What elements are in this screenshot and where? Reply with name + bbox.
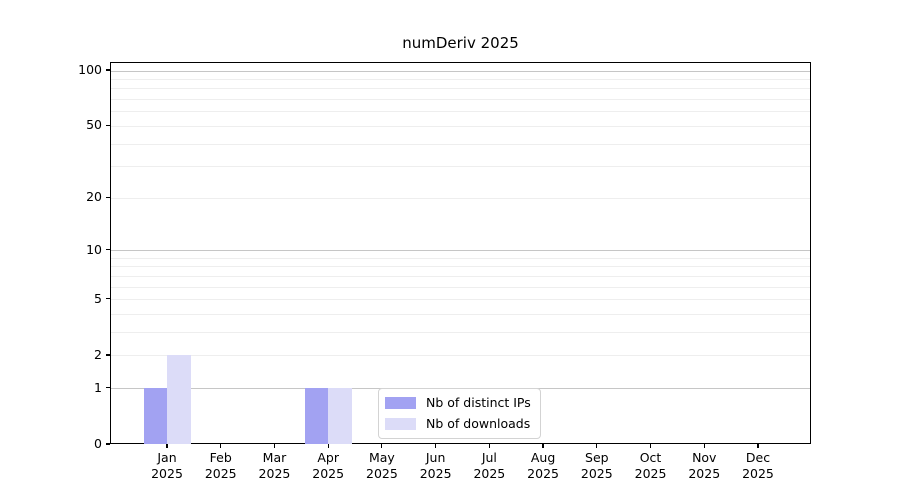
x-tick-mark	[273, 444, 276, 448]
gridline-major	[111, 70, 810, 72]
x-tick-mark	[220, 444, 222, 448]
gridline-minor	[111, 111, 810, 113]
x-tick-label: Mar	[262, 450, 287, 465]
x-tick-label: Dec	[745, 450, 771, 465]
x-tick-mark	[649, 444, 652, 448]
gridline-minor	[111, 78, 810, 80]
x-tick-mark	[542, 444, 544, 448]
y-tick-mark	[106, 443, 110, 445]
gridline-minor	[111, 299, 810, 301]
gridline-minor	[111, 125, 810, 127]
gridline-minor	[111, 355, 810, 357]
bar-downloads	[167, 354, 191, 444]
x-tick-mark	[703, 444, 705, 448]
x-tick-year-label: 2025	[634, 466, 667, 481]
gridline-minor	[111, 266, 810, 268]
y-tick-mark	[106, 196, 110, 198]
x-tick-label: Nov	[692, 450, 717, 465]
gridline-minor	[111, 275, 810, 277]
gridline-minor	[111, 88, 810, 90]
x-tick-year-label: 2025	[151, 466, 183, 481]
y-tick-label: 50	[86, 117, 102, 133]
bar-distinct-ips	[143, 387, 167, 444]
legend-swatch-downloads	[385, 417, 416, 430]
x-tick-mark	[596, 444, 598, 448]
x-tick-year-label: 2025	[527, 466, 559, 481]
y-tick-mark	[106, 124, 110, 126]
x-tick-mark	[166, 444, 168, 448]
y-tick-label: 5	[94, 290, 102, 306]
x-tick-label: Jul	[481, 450, 497, 465]
gridline-minor	[111, 286, 810, 288]
x-tick-label: May	[368, 450, 395, 465]
x-tick-year-label: 2025	[312, 466, 345, 481]
x-tick-mark	[488, 444, 490, 448]
gridline-minor	[111, 166, 810, 168]
y-tick-label: 0	[94, 436, 102, 451]
gridline-minor	[111, 143, 810, 145]
bar-distinct-ips	[304, 387, 329, 444]
x-tick-year-label: 2025	[258, 466, 291, 481]
chart-title: numDeriv 2025	[402, 34, 519, 52]
x-tick-label: Sep	[585, 450, 609, 465]
gridline-major	[111, 250, 810, 252]
x-tick-mark	[327, 444, 329, 448]
gridline-minor	[111, 257, 810, 259]
plot-area	[110, 62, 811, 444]
x-tick-year-label: 2025	[742, 466, 774, 481]
x-tick-year-label: 2025	[204, 466, 237, 481]
x-tick-year-label: 2025	[473, 466, 506, 481]
legend-row-downloads: Nb of downloads	[385, 414, 531, 433]
y-tick-label: 10	[86, 241, 102, 257]
x-tick-label: Jun	[425, 450, 446, 465]
x-tick-year-label: 2025	[580, 466, 613, 481]
y-tick-label: 1	[94, 379, 102, 395]
x-tick-mark	[381, 444, 383, 448]
y-tick-mark	[106, 354, 110, 356]
y-tick-label: 20	[86, 189, 102, 205]
legend-swatch-distinct-ips	[385, 396, 416, 409]
y-tick-mark	[106, 249, 110, 251]
legend-label-distinct-ips: Nb of distinct IPs	[426, 395, 531, 410]
gridline-minor	[111, 197, 810, 199]
gridline-minor	[111, 314, 810, 316]
x-tick-label: Feb	[209, 450, 232, 465]
x-tick-label: Oct	[639, 450, 662, 465]
x-tick-year-label: 2025	[419, 466, 452, 481]
x-tick-year-label: 2025	[688, 466, 721, 481]
legend: Nb of distinct IPs Nb of downloads	[378, 388, 541, 439]
x-tick-label: Aug	[530, 450, 556, 465]
bar-downloads	[328, 387, 352, 444]
y-tick-label: 100	[78, 62, 102, 77]
y-tick-mark	[106, 298, 110, 300]
legend-row-distinct-ips: Nb of distinct IPs	[385, 393, 531, 412]
x-tick-label: Jan	[157, 450, 177, 465]
gridline-minor	[111, 99, 810, 101]
y-tick-mark	[106, 69, 110, 71]
x-tick-label: Apr	[317, 450, 339, 465]
x-tick-mark	[435, 444, 437, 448]
x-tick-year-label: 2025	[366, 466, 398, 481]
y-tick-mark	[106, 387, 110, 389]
x-tick-mark	[757, 444, 759, 448]
y-tick-label: 2	[94, 346, 102, 362]
gridline-minor	[111, 332, 810, 334]
legend-label-downloads: Nb of downloads	[426, 416, 531, 431]
